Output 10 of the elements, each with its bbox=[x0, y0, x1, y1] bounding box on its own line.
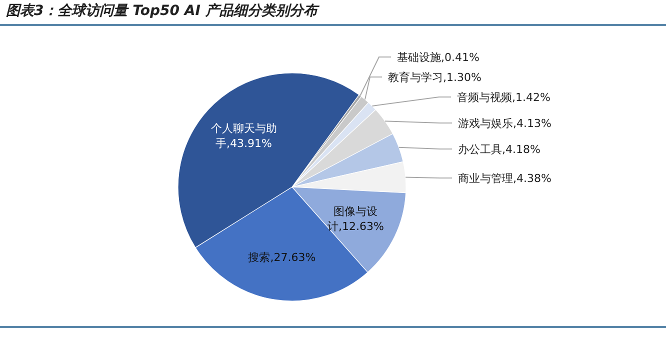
slice-label: 教育与学习,1.30% bbox=[388, 71, 482, 84]
chart-title: 图表3：全球访问量 Top50 AI 产品细分类别分布 bbox=[6, 2, 320, 19]
slice-label: 办公工具,4.18% bbox=[458, 143, 540, 156]
slice-label: 个人聊天与助手,43.91% bbox=[210, 121, 278, 152]
slice-label: 游戏与娱乐,4.13% bbox=[458, 117, 552, 130]
slice-label: 商业与管理,4.38% bbox=[458, 172, 552, 185]
slice-label: 图像与设计,12.63% bbox=[326, 204, 385, 234]
slice-label: 音频与视频,1.42% bbox=[457, 91, 550, 104]
slice-label: 搜索,27.63% bbox=[248, 250, 316, 264]
slice-label: 基础设施,0.41% bbox=[397, 51, 480, 64]
